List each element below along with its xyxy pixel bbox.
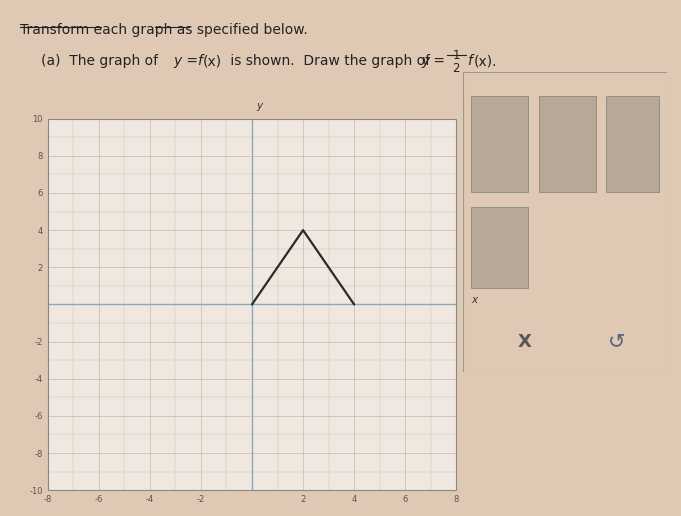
Text: 2: 2 [452,62,460,75]
Text: f: f [197,54,202,68]
Bar [471,96,528,192]
Text: f: f [467,54,472,68]
Text: y: y [174,54,182,68]
Text: Transform each graph as specified below.: Transform each graph as specified below. [20,23,308,37]
Text: 1: 1 [452,49,460,62]
Bar [606,96,659,192]
Text: y: y [257,101,263,110]
Text: (x).: (x). [473,54,497,68]
Text: (a)  The graph of: (a) The graph of [41,54,162,68]
Text: y: y [421,54,429,68]
Text: X: X [518,333,531,350]
Text: is shown.  Draw the graph of: is shown. Draw the graph of [226,54,434,68]
Text: ↺: ↺ [607,332,625,351]
Text: =: = [182,54,197,68]
Text: (x): (x) [203,54,222,68]
Text: =: = [429,54,445,68]
Bar [471,207,528,288]
Text: x: x [471,295,477,305]
Bar [539,96,596,192]
